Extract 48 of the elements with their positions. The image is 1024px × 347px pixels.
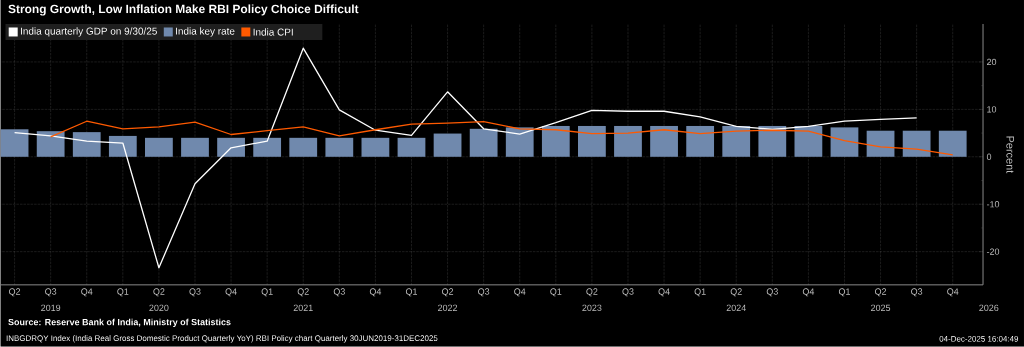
x-tick-label: Q4: [947, 288, 959, 297]
x-tick-label: Q2: [297, 288, 309, 297]
x-tick-label: Q3: [333, 288, 345, 297]
y-axis-title: Percent: [1006, 136, 1014, 174]
y-tick-label: 20: [987, 58, 997, 66]
x-tick-label: Q4: [658, 288, 670, 297]
x-tick-label: Q2: [730, 288, 742, 297]
x-tick-label: Q1: [117, 288, 129, 297]
x-tick-label: Q1: [550, 288, 562, 297]
legend-label: India CPI: [253, 28, 293, 36]
y-tick-label: 0: [986, 153, 992, 161]
x-tick-label: Q2: [9, 288, 21, 297]
text: 2025: [871, 304, 891, 312]
x-tick-label: Q4: [802, 288, 815, 297]
x-tick-label: Q3: [45, 288, 57, 297]
text: 2023: [582, 304, 602, 312]
x-tick-label: Q1: [261, 288, 273, 297]
x-tick-label: Q4: [81, 288, 93, 297]
x-tick-label: Q3: [766, 288, 778, 297]
x-tick-label: Q1: [405, 288, 418, 297]
line-series: [50, 120, 954, 156]
text: 2024: [726, 304, 746, 312]
x-tick-label: Q2: [442, 288, 454, 297]
y-tick-label: -10: [986, 201, 1000, 208]
x-tick-label: Q4: [369, 288, 382, 297]
x-tick-label: Q3: [911, 288, 923, 297]
x-tick-label: Q1: [838, 288, 851, 297]
text: 2021: [293, 304, 313, 312]
y-tick-label: -20: [986, 248, 1000, 255]
x-tick-label: Q1: [694, 288, 706, 297]
y-tick-label: 10: [987, 106, 997, 113]
text: 2020: [149, 304, 169, 312]
legend-label: India quarterly GDP on 9/30/25: [21, 27, 157, 37]
x-tick-label: Q3: [622, 288, 634, 297]
text: 2019: [41, 304, 61, 312]
x-tick-label: Q2: [586, 288, 598, 297]
line-series: [13, 47, 918, 269]
source-note: Source: Reserve Bank of India, Ministry of Statistics: [8, 318, 231, 328]
chart-title: Strong Growth, Low Inflation Make RBI Policy Choice Difficult: [8, 4, 359, 16]
text: 2026: [979, 304, 999, 312]
x-tick-label: Q4: [225, 288, 237, 297]
x-tick-label: Q2: [153, 288, 165, 297]
x-tick-label: Q4: [514, 288, 526, 297]
x-tick-label: Q3: [478, 288, 490, 297]
x-tick-label: Q3: [189, 288, 201, 297]
x-tick-label: Q2: [875, 288, 887, 297]
text: 2022: [438, 304, 458, 312]
legend-label: India key rate: [176, 27, 235, 37]
